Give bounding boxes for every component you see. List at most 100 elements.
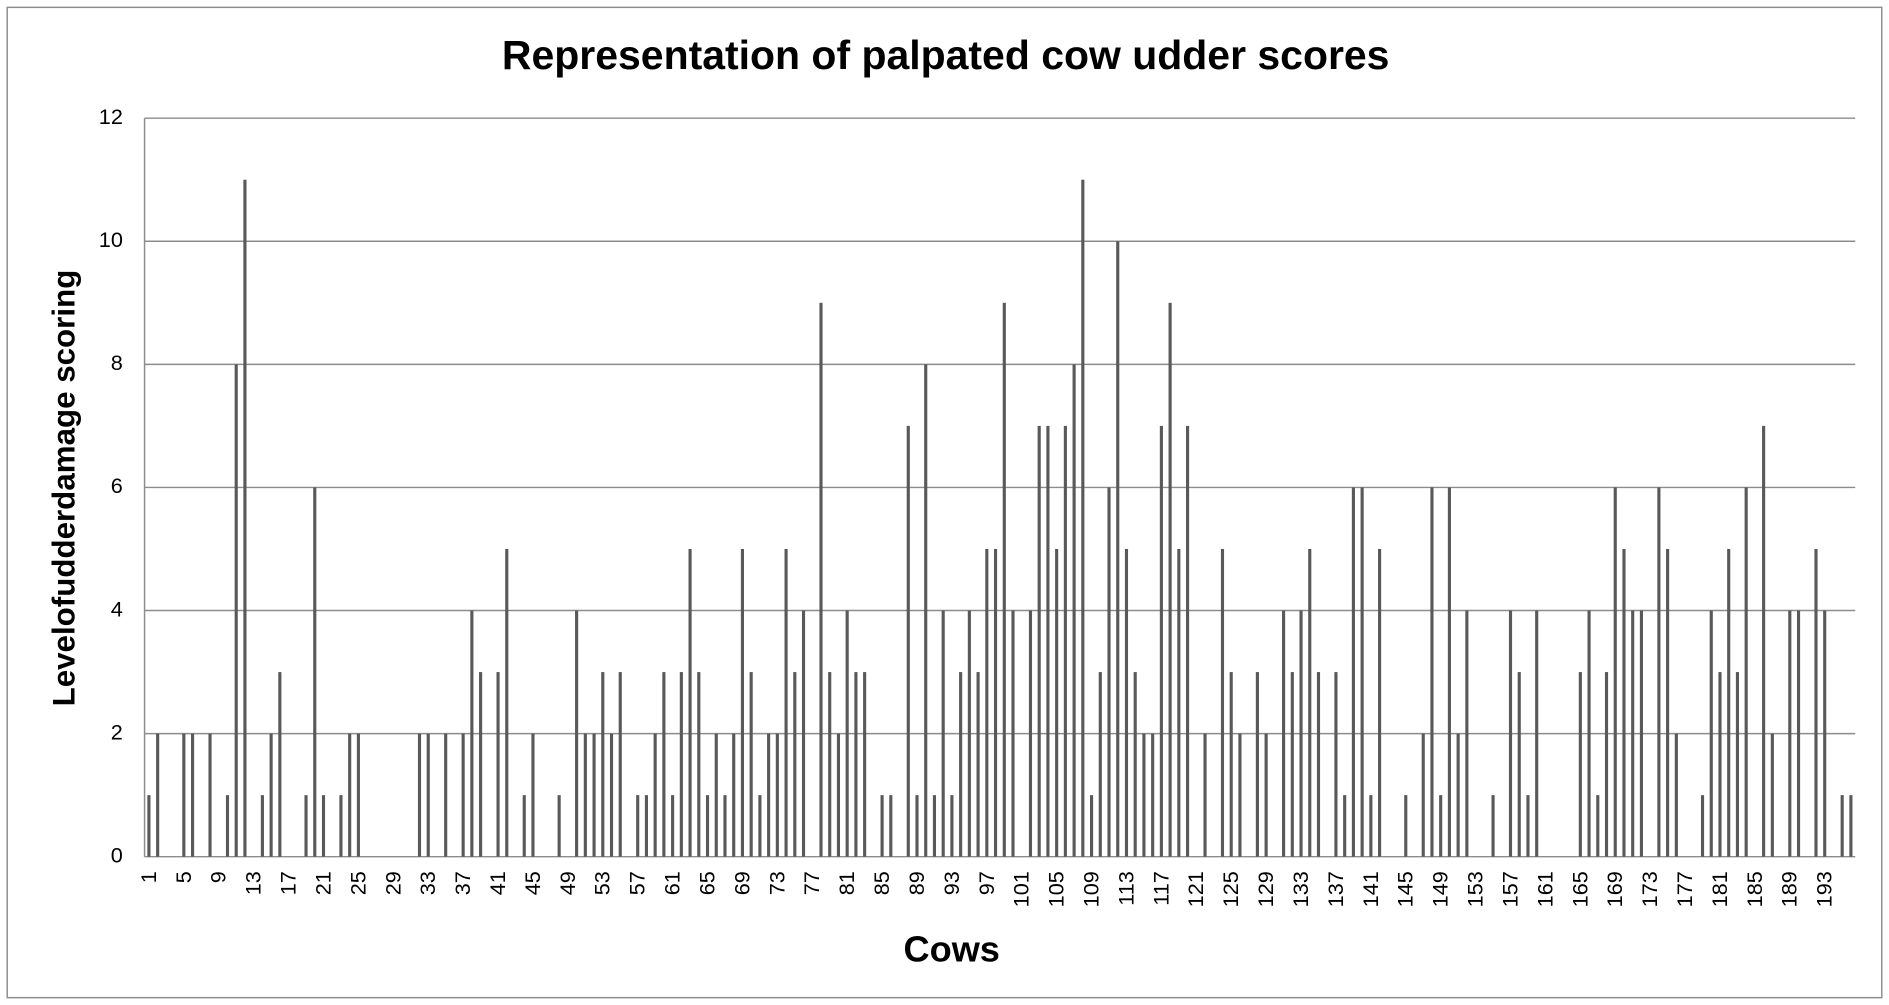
bar — [1709, 610, 1713, 857]
bar — [1491, 795, 1495, 857]
bar — [1465, 610, 1469, 857]
bar — [819, 302, 823, 857]
bar — [1116, 241, 1120, 857]
x-tick-label: 189 — [1777, 871, 1802, 907]
x-tick-label: 105 — [1044, 871, 1069, 907]
bar — [1177, 548, 1181, 857]
y-tick-label: 4 — [111, 596, 123, 621]
bar — [705, 795, 710, 857]
bar — [1351, 487, 1355, 857]
x-tick-label: 109 — [1079, 871, 1104, 907]
bar — [1430, 487, 1434, 857]
bar — [793, 672, 797, 857]
bar — [356, 733, 360, 857]
x-tick-label: 169 — [1602, 871, 1627, 907]
bar — [609, 733, 614, 857]
y-tick-label: 10 — [99, 227, 123, 252]
bar — [1700, 795, 1705, 857]
bar — [836, 733, 841, 857]
bar — [1011, 610, 1015, 857]
bar — [714, 733, 718, 857]
bar — [723, 795, 727, 857]
bar — [1456, 733, 1460, 857]
bar — [1814, 548, 1818, 857]
bar — [1796, 610, 1801, 857]
bar — [1631, 610, 1635, 857]
bar — [976, 672, 980, 857]
bar — [1203, 733, 1207, 857]
bar — [1744, 487, 1748, 857]
x-tick-label: 149 — [1428, 871, 1453, 907]
bar — [269, 733, 273, 857]
bar — [1124, 548, 1129, 857]
bar — [1596, 795, 1600, 857]
bar — [1421, 733, 1425, 857]
bar — [1220, 548, 1225, 857]
bar — [1046, 425, 1050, 857]
x-tick-label: 5 — [171, 871, 196, 883]
bar — [208, 733, 212, 857]
bar — [1718, 672, 1722, 857]
bar — [932, 795, 937, 857]
x-tick-label: 165 — [1567, 871, 1592, 907]
bar — [278, 672, 282, 857]
x-tick-label: 185 — [1742, 871, 1767, 907]
bar — [950, 795, 954, 857]
bar — [828, 672, 832, 857]
bar — [557, 795, 561, 857]
bar — [845, 610, 849, 857]
y-tick-label: 2 — [111, 719, 123, 744]
x-tick-label: 9 — [206, 871, 231, 883]
x-tick-label: 41 — [485, 871, 510, 895]
x-tick-label: 145 — [1393, 871, 1418, 907]
bar — [147, 795, 151, 857]
x-tick-label: 153 — [1463, 871, 1488, 907]
bar — [1107, 487, 1111, 857]
x-tick-label: 121 — [1183, 871, 1208, 907]
bar — [348, 733, 352, 857]
x-tick-label: 129 — [1253, 871, 1278, 907]
x-tick-label: 97 — [974, 871, 999, 895]
bar — [1823, 610, 1827, 857]
x-tick-label: 73 — [764, 871, 789, 895]
x-tick-label: 157 — [1497, 871, 1522, 907]
bar — [740, 548, 745, 857]
bar — [1674, 733, 1678, 857]
bar — [1308, 548, 1312, 857]
bar — [767, 733, 771, 857]
bar — [234, 364, 238, 857]
x-tick-label: 141 — [1358, 871, 1383, 907]
bar — [1264, 733, 1268, 857]
chart-title: Representation of palpated cow udder sco… — [502, 32, 1390, 78]
bar — [1360, 487, 1364, 857]
x-tick-label: 81 — [834, 871, 859, 895]
bar — [313, 487, 317, 857]
bar — [304, 795, 308, 857]
bar — [618, 672, 622, 857]
bar — [601, 672, 605, 857]
bar — [191, 733, 195, 857]
x-axis-label: Cows — [904, 928, 1000, 969]
y-tick-label: 12 — [99, 104, 123, 129]
bar — [775, 733, 779, 857]
bar — [1849, 795, 1853, 857]
x-tick-label: 85 — [869, 871, 894, 895]
bar — [653, 733, 657, 857]
y-tick-label: 6 — [111, 473, 123, 498]
bar — [1535, 610, 1539, 857]
bar — [1028, 610, 1033, 857]
bar — [1159, 425, 1163, 857]
bar — [749, 672, 753, 857]
bar — [1063, 425, 1067, 857]
x-tick-label: 125 — [1218, 871, 1243, 907]
x-tick-label: 137 — [1323, 871, 1348, 907]
bar — [784, 548, 788, 857]
bar — [1840, 795, 1844, 857]
bar — [426, 733, 430, 857]
bar — [697, 672, 701, 857]
bar — [1229, 672, 1233, 857]
x-tick-label: 117 — [1148, 871, 1173, 906]
x-tick-label: 161 — [1532, 871, 1557, 907]
bar — [959, 672, 963, 857]
bar — [1639, 610, 1643, 857]
